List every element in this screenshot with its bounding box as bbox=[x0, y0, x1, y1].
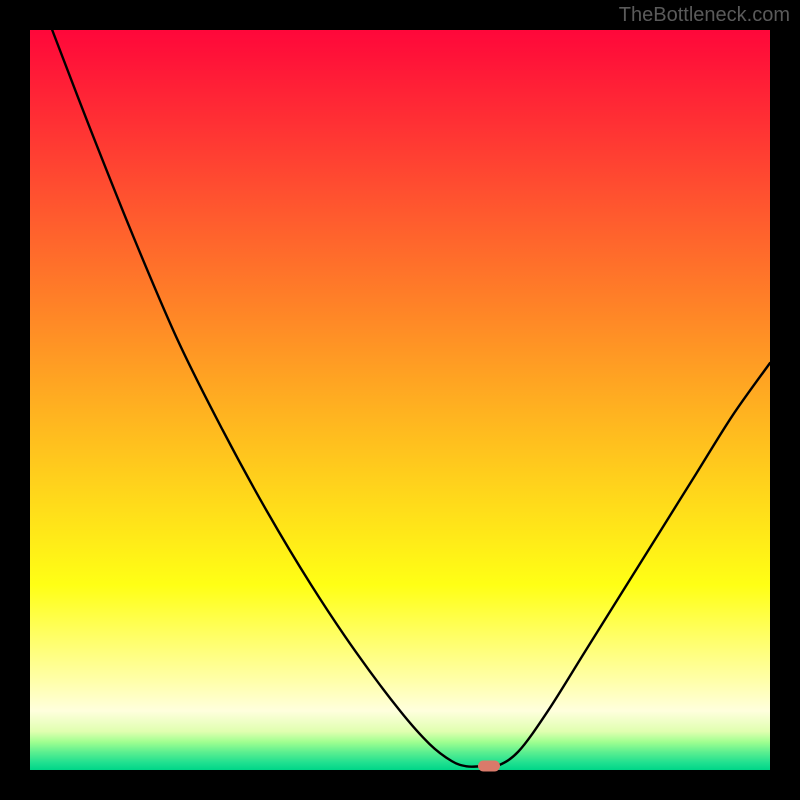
plot-background bbox=[0, 0, 800, 800]
bottleneck-chart: TheBottleneck.com bbox=[0, 0, 800, 800]
watermark-text: TheBottleneck.com bbox=[619, 4, 790, 27]
optimal-point-marker bbox=[478, 761, 500, 772]
